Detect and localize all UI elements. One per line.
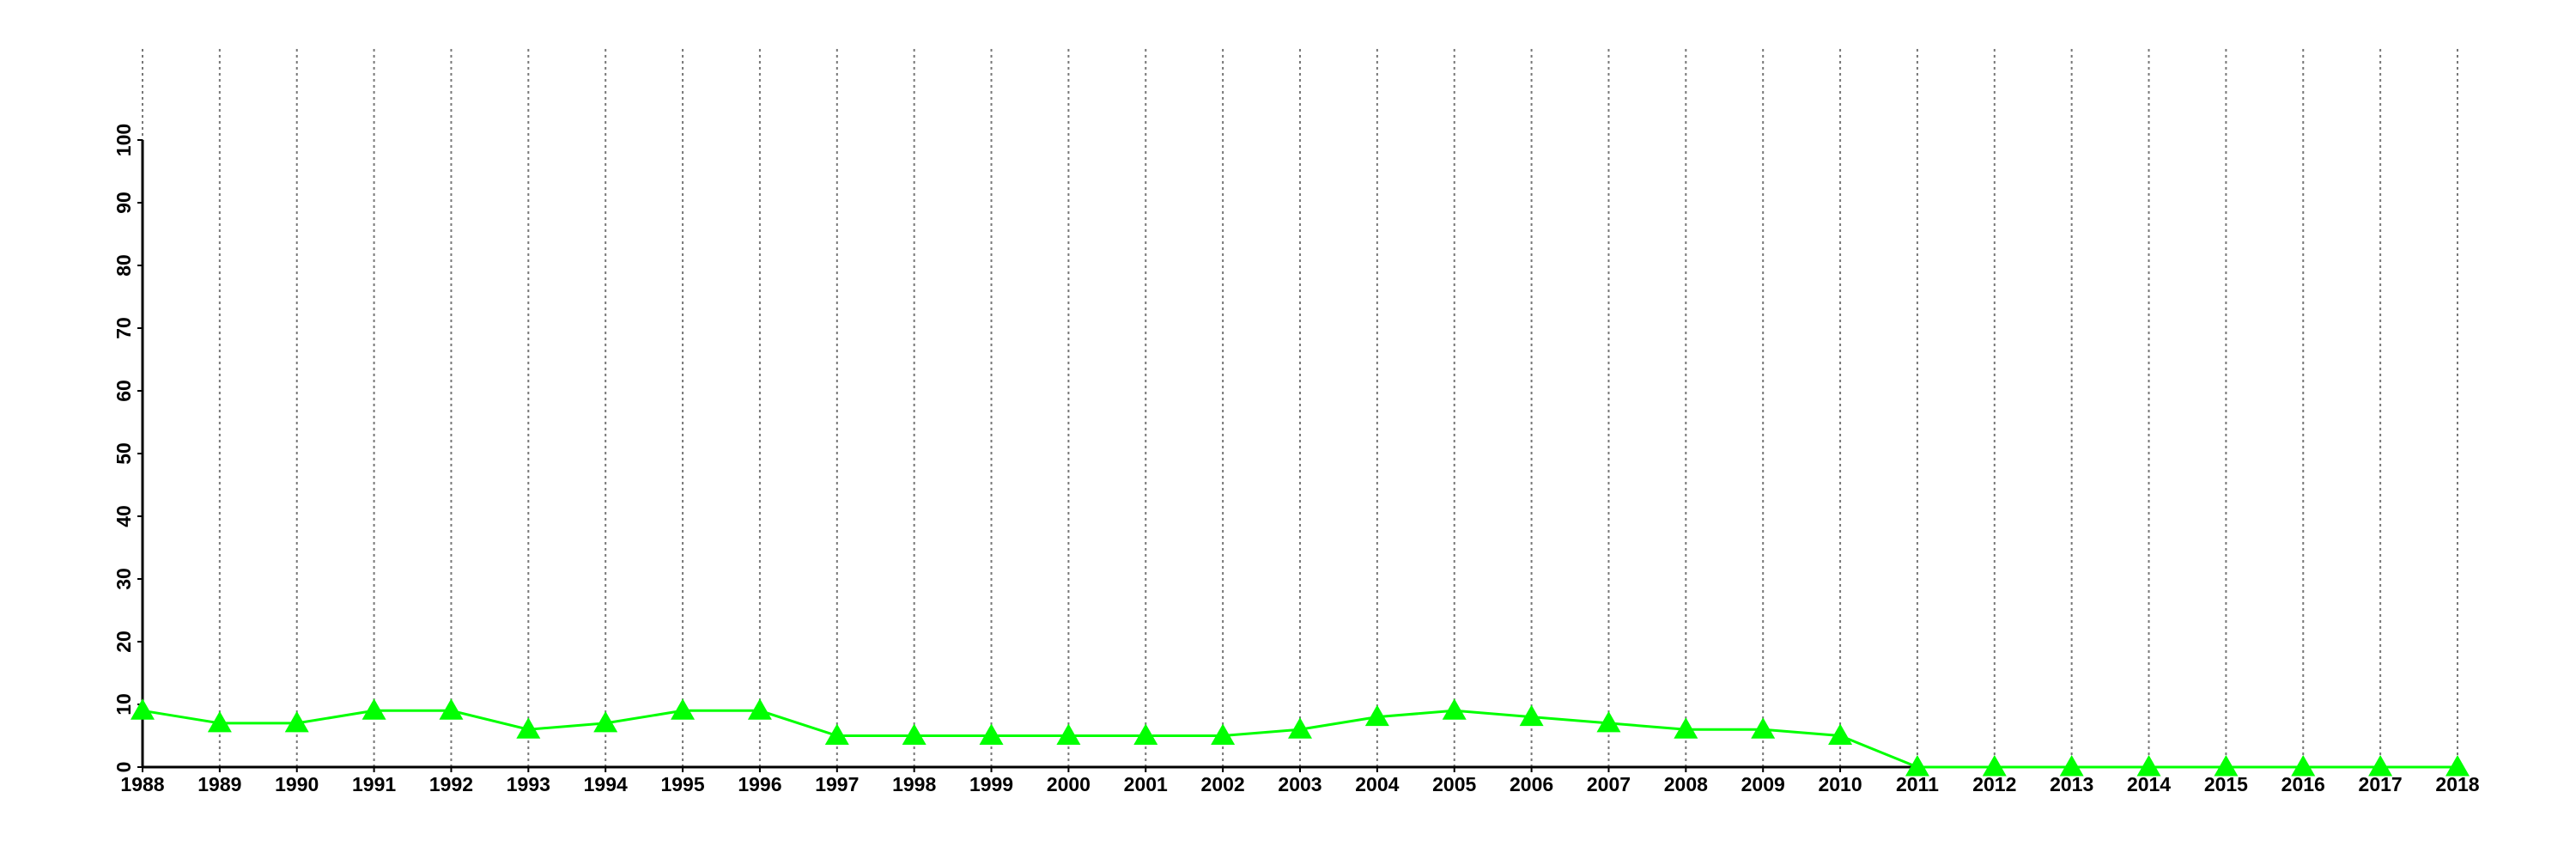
marker [2214, 755, 2239, 777]
x-tick-label: 1994 [584, 773, 628, 795]
x-tick-label: 1997 [815, 773, 859, 795]
marker [1364, 704, 1389, 727]
y-tick-label: 30 [112, 568, 135, 590]
x-tick-label: 2003 [1278, 773, 1321, 795]
marker [1519, 704, 1544, 727]
marker [747, 698, 772, 720]
x-tick-label: 2010 [1818, 773, 1862, 795]
marker [902, 723, 927, 745]
y-tick-label: 60 [112, 380, 135, 402]
x-tick-label: 1998 [892, 773, 936, 795]
marker [824, 723, 849, 745]
x-tick-label: 2014 [2127, 773, 2171, 795]
x-tick-label: 1991 [352, 773, 396, 795]
x-tick-label: 1996 [738, 773, 781, 795]
marker [2136, 755, 2161, 777]
y-tick-label: 0 [112, 762, 135, 773]
marker [1056, 723, 1081, 745]
marker [979, 723, 1004, 745]
y-tick-label: 20 [112, 631, 135, 653]
x-tick-label: 2013 [2050, 773, 2093, 795]
x-tick-label: 2002 [1201, 773, 1245, 795]
y-tick-label: 90 [112, 192, 135, 214]
x-tick-label: 2012 [1972, 773, 2016, 795]
y-tick-label: 100 [112, 124, 135, 156]
x-tick-label: 1990 [275, 773, 319, 795]
marker [1133, 723, 1158, 745]
x-tick-label: 2007 [1587, 773, 1631, 795]
y-tick-label: 70 [112, 317, 135, 339]
marker [439, 698, 464, 720]
marker [1905, 755, 1929, 777]
x-tick-label: 1993 [507, 773, 550, 795]
x-tick-label: 2009 [1741, 773, 1785, 795]
marker [1211, 723, 1236, 745]
marker [1596, 710, 1621, 733]
marker [1828, 723, 1853, 745]
x-tick-label: 1992 [429, 773, 473, 795]
x-tick-label: 1999 [969, 773, 1013, 795]
marker [671, 698, 696, 720]
x-tick-label: 2006 [1510, 773, 1553, 795]
x-tick-label: 2008 [1664, 773, 1708, 795]
marker [2368, 755, 2393, 777]
marker [2445, 755, 2470, 777]
x-tick-label: 2000 [1047, 773, 1091, 795]
marker [207, 710, 232, 733]
x-tick-label: 1995 [660, 773, 704, 795]
marker [2059, 755, 2084, 777]
y-tick-label: 50 [112, 442, 135, 465]
marker [1751, 717, 1776, 739]
marker [1442, 698, 1467, 720]
x-tick-label: 2018 [2435, 773, 2479, 795]
x-tick-label: 2005 [1432, 773, 1476, 795]
x-tick-label: 2004 [1355, 773, 1399, 795]
marker [593, 710, 618, 733]
marker [2291, 755, 2316, 777]
marker [361, 698, 386, 720]
marker [284, 710, 309, 733]
marker [1288, 717, 1312, 739]
marker [1982, 755, 2007, 777]
y-tick-label: 80 [112, 254, 135, 277]
x-tick-label: 2016 [2281, 773, 2325, 795]
marker [516, 717, 541, 739]
x-tick-label: 2011 [1896, 773, 1939, 795]
x-tick-label: 2015 [2204, 773, 2248, 795]
x-tick-label: 1989 [197, 773, 241, 795]
x-tick-label: 1988 [120, 773, 164, 795]
x-tick-label: 2017 [2359, 773, 2403, 795]
y-tick-label: 40 [112, 505, 135, 527]
y-tick-label: 10 [112, 693, 135, 716]
marker [1674, 717, 1698, 739]
x-tick-label: 2001 [1124, 773, 1168, 795]
marker [131, 698, 155, 720]
